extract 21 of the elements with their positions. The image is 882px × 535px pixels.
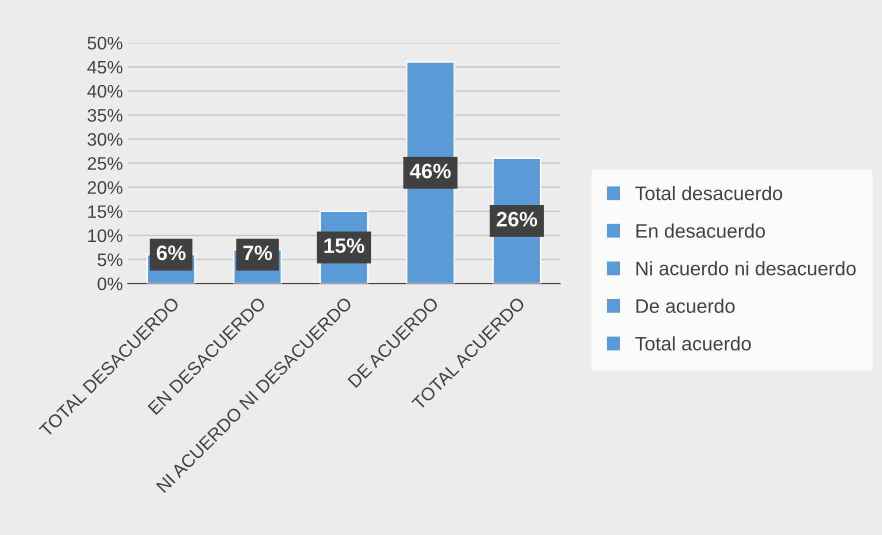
y-tick-label: 0% — [98, 277, 122, 290]
y-tick-label: 50% — [88, 36, 122, 50]
data-label: 6% — [156, 246, 186, 260]
data-label: 46% — [410, 164, 451, 178]
y-tick-label: 15% — [88, 205, 122, 218]
y-tick-label: 45% — [87, 60, 122, 74]
legend-label: En desacuerdo — [636, 224, 765, 238]
y-tick-label: 40% — [87, 84, 122, 98]
y-tick-label: 5% — [98, 253, 122, 266]
data-label: 7% — [243, 246, 272, 260]
data-label: 15% — [324, 238, 364, 254]
y-tick-label: 35% — [88, 108, 122, 122]
legend-label: Ni acuerdo ni desacuerdo — [636, 261, 856, 276]
y-tick-label: 20% — [88, 181, 122, 194]
y-tick-label: 30% — [88, 133, 122, 146]
legend-label: De acuerdo — [636, 298, 735, 313]
y-tick-label: 25% — [88, 157, 122, 170]
legend-label: Total acuerdo — [635, 336, 751, 351]
legend-label: Total desacuerdo — [635, 186, 782, 200]
y-tick-label: 10% — [88, 229, 122, 242]
data-label: 26% — [496, 212, 538, 227]
